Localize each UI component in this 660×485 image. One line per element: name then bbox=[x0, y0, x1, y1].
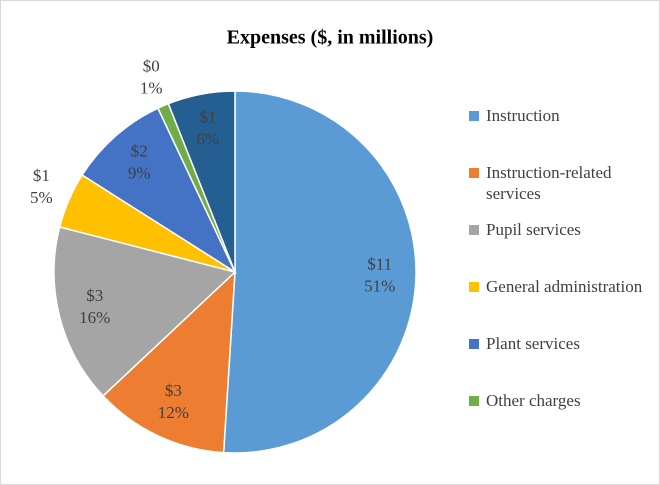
legend-item: Instruction-related services bbox=[467, 162, 647, 204]
legend-label: Instruction-related services bbox=[486, 163, 612, 203]
slice-percent-label: 51% bbox=[364, 276, 395, 295]
slice-percent-label: 1% bbox=[140, 78, 163, 97]
chart-title: Expenses ($, in millions) bbox=[227, 27, 434, 49]
slice-amount-label: $11 bbox=[367, 254, 392, 273]
legend-label: Other charges bbox=[486, 391, 581, 410]
slice-amount-label: $1 bbox=[33, 166, 50, 185]
pie-slice bbox=[222, 90, 417, 454]
legend-item: Plant services bbox=[467, 333, 647, 354]
legend-item: Other charges bbox=[467, 390, 647, 411]
legend-label: General administration bbox=[486, 277, 643, 296]
slice-amount-label: $0 bbox=[143, 56, 160, 75]
pie-slice bbox=[53, 226, 237, 397]
slice-amount-label: $3 bbox=[165, 381, 182, 400]
legend-item: General administration bbox=[467, 276, 647, 297]
slice-percent-label: 5% bbox=[30, 188, 53, 207]
slice-amount-label: $1 bbox=[199, 108, 216, 127]
slice-percent-label: 12% bbox=[158, 403, 189, 422]
pie-slice bbox=[167, 90, 236, 273]
legend-swatch bbox=[469, 396, 479, 406]
legend-swatch bbox=[469, 339, 479, 349]
slice-amount-label: $3 bbox=[86, 286, 103, 305]
pie-slice bbox=[81, 107, 237, 275]
legend-label: Instruction bbox=[486, 106, 560, 125]
pie-slice bbox=[101, 270, 236, 454]
legend-item: Pupil services bbox=[467, 219, 647, 240]
legend-label: Plant services bbox=[486, 334, 580, 353]
legend-swatch bbox=[469, 282, 479, 292]
slice-percent-label: 16% bbox=[79, 308, 110, 327]
slice-percent-label: 9% bbox=[128, 163, 151, 182]
slice-amount-label: $2 bbox=[131, 141, 148, 160]
legend-swatch bbox=[469, 225, 479, 235]
legend-swatch bbox=[469, 168, 479, 178]
legend-item: Instruction bbox=[467, 105, 647, 126]
slice-percent-label: 6% bbox=[197, 130, 220, 149]
legend-label: Pupil services bbox=[486, 220, 581, 239]
legend-swatch bbox=[469, 111, 479, 121]
